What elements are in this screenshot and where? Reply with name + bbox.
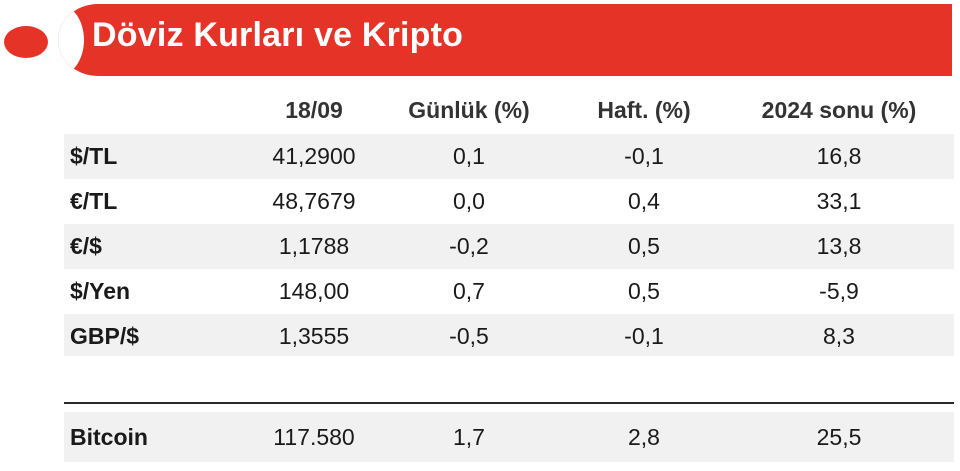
table-cell: 0,0 <box>453 188 485 214</box>
column-header-date: 18/09 <box>285 96 343 123</box>
column-header-daily: Günlük (%) <box>408 96 530 123</box>
table-row: GBP/$ 1,3555 -0,5 -0,1 8,3 <box>64 314 954 359</box>
table-cell: -0,1 <box>624 143 664 169</box>
crypto-row: Bitcoin 117.580 1,7 2,8 25,5 <box>64 412 954 462</box>
table-cell: -0,1 <box>624 323 664 349</box>
table-cell: 2,8 <box>628 423 660 450</box>
page-title: Döviz Kurları ve Kripto <box>92 16 464 54</box>
row-label: $/TL <box>70 143 118 169</box>
table-cell: 0,7 <box>453 278 485 304</box>
table-cell: 0,1 <box>453 143 485 169</box>
table-header-row: 18/09 Günlük (%) Haft. (%) 2024 sonu (%) <box>64 86 954 134</box>
table-cell: 0,4 <box>628 188 660 214</box>
table-cell: 1,7 <box>453 423 485 450</box>
header-banner-cutout <box>58 4 84 76</box>
table-cell: 148,00 <box>278 278 350 304</box>
table-cell: 16,8 <box>816 143 862 169</box>
table-cell: -0,5 <box>449 323 489 349</box>
row-label: Bitcoin <box>70 423 148 450</box>
table-cell: 1,1788 <box>278 233 350 259</box>
fx-table: 18/09 Günlük (%) Haft. (%) 2024 sonu (%)… <box>64 86 954 359</box>
row-label: €/TL <box>70 188 118 214</box>
table-spacer <box>64 356 954 402</box>
table-cell: 117.580 <box>273 423 355 450</box>
table-cell: 33,1 <box>816 188 862 214</box>
table-cell: 13,8 <box>816 233 862 259</box>
table-row: $/Yen 148,00 0,7 0,5 -5,9 <box>64 269 954 314</box>
row-label: €/$ <box>70 233 102 259</box>
column-header-weekly: Haft. (%) <box>597 96 691 123</box>
header-dot-icon <box>4 26 48 58</box>
table-divider <box>64 402 954 404</box>
table-cell: 1,3555 <box>278 323 350 349</box>
row-label: GBP/$ <box>70 323 140 349</box>
table-cell: -5,9 <box>819 278 859 304</box>
table-cell: 25,5 <box>816 423 862 450</box>
table-cell: 48,7679 <box>272 188 356 214</box>
row-label: $/Yen <box>70 278 131 304</box>
header-banner <box>58 4 952 76</box>
table-row: $/TL 41,2900 0,1 -0,1 16,8 <box>64 134 954 179</box>
table-row: €/$ 1,1788 -0,2 0,5 13,8 <box>64 224 954 269</box>
table-cell: 8,3 <box>823 323 855 349</box>
column-header-ytd: 2024 sonu (%) <box>761 96 917 123</box>
table-cell: 0,5 <box>628 233 660 259</box>
table-cell: -0,2 <box>449 233 489 259</box>
table-row: €/TL 48,7679 0,0 0,4 33,1 <box>64 179 954 224</box>
table-cell: 41,2900 <box>272 143 356 169</box>
table-cell: 0,5 <box>628 278 660 304</box>
